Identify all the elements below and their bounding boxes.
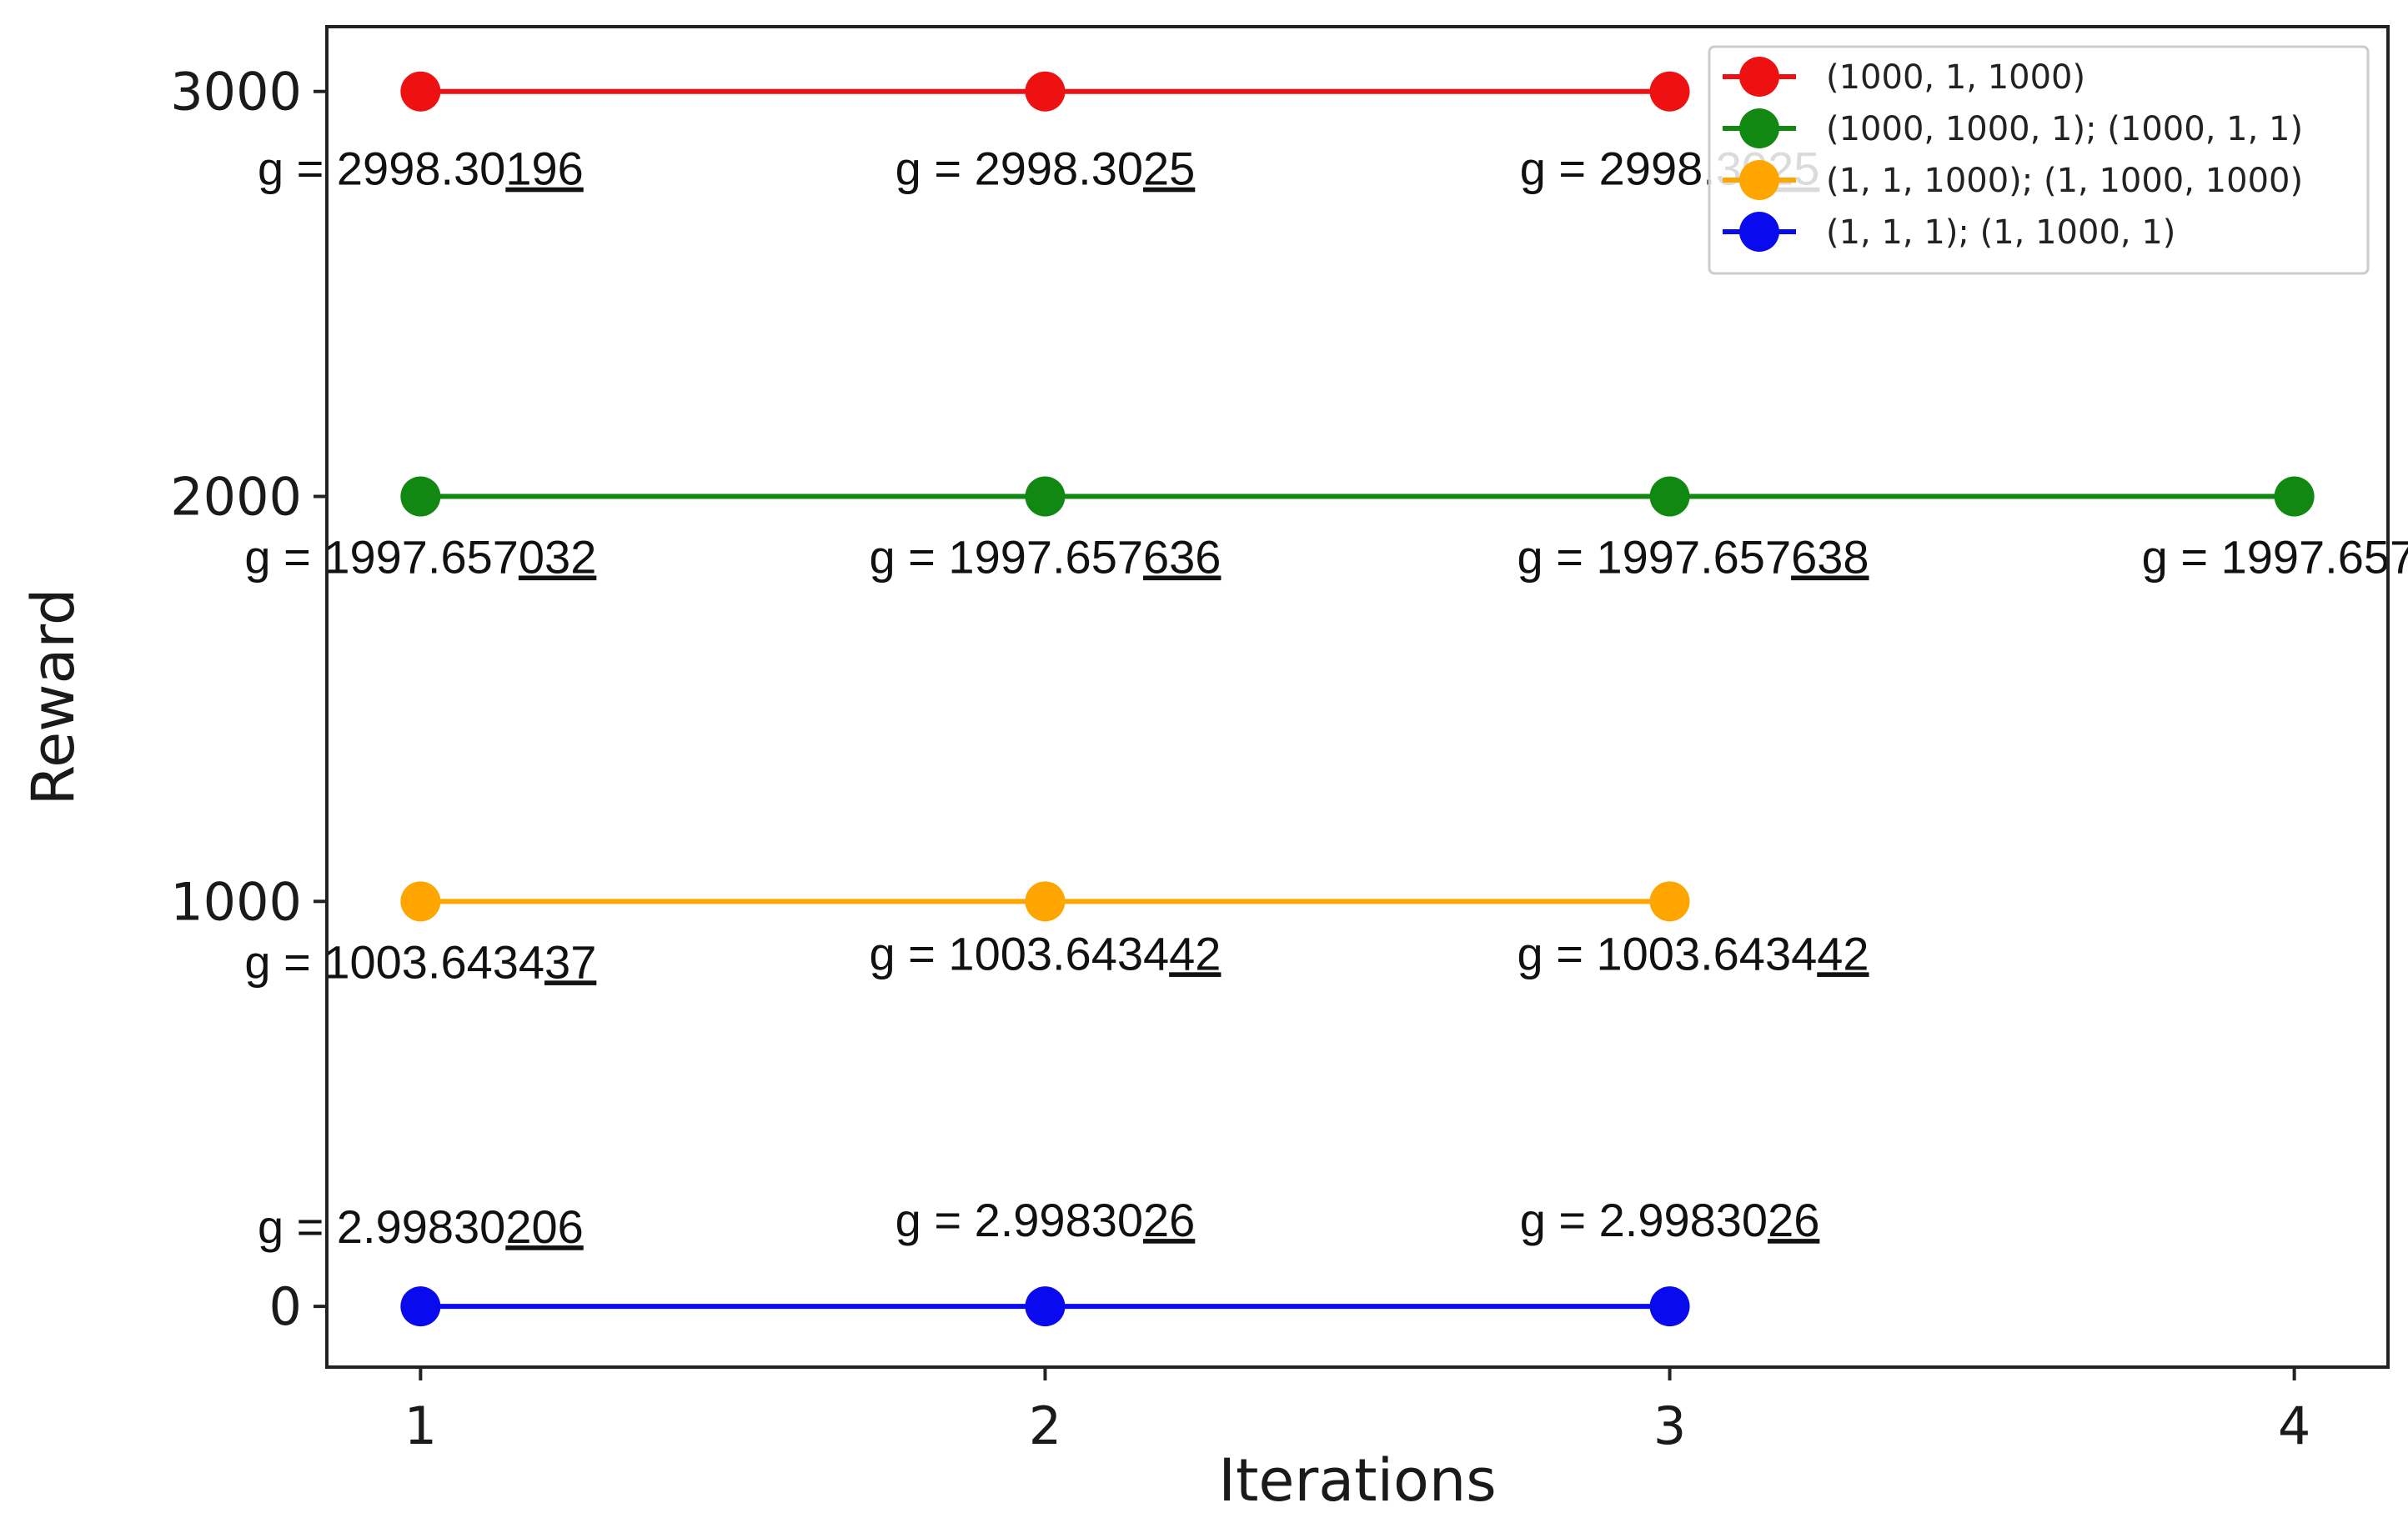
legend-label-3: (1, 1, 1); (1, 1000, 1) <box>1826 213 2175 252</box>
annotation-s2-p2: g = 1003.643442 <box>1518 927 1869 979</box>
data-point-s1-p0 <box>400 476 441 517</box>
data-point-s2-p1 <box>1025 881 1066 922</box>
data-point-s2-p2 <box>1649 881 1690 922</box>
legend-label-2: (1, 1, 1000); (1, 1000, 1000) <box>1826 162 2303 200</box>
data-point-s0-p1 <box>1025 71 1066 112</box>
annotation-s2-p1: g = 1003.643442 <box>869 927 1221 979</box>
legend-marker-1 <box>1739 108 1779 148</box>
y-tick-label-0: 0 <box>269 1276 302 1337</box>
x-tick-label-2: 3 <box>1653 1395 1686 1456</box>
data-point-s3-p0 <box>400 1286 441 1327</box>
y-tick-label-3: 3000 <box>170 62 302 123</box>
legend-label-1: (1000, 1000, 1); (1000, 1, 1) <box>1826 110 2303 148</box>
plot-frame <box>325 25 2390 1369</box>
data-point-s3-p2 <box>1649 1286 1690 1327</box>
annotation-s3-p2: g = 2.9983026 <box>1520 1194 1820 1246</box>
legend-marker-3 <box>1739 212 1779 252</box>
annotation-s3-p0: g = 2.99830206 <box>258 1200 584 1253</box>
y-axis-label: Reward <box>19 589 88 806</box>
x-axis-label: Iterations <box>1218 1446 1496 1515</box>
legend-marker-2 <box>1739 160 1779 200</box>
data-point-s0-p0 <box>400 71 441 112</box>
annotation-s0-p0: g = 2998.30196 <box>258 143 584 195</box>
data-point-s2-p0 <box>400 881 441 922</box>
legend-box <box>1708 45 2370 275</box>
data-point-s3-p1 <box>1025 1286 1066 1327</box>
legend-label-0: (1000, 1, 1000) <box>1826 58 2085 97</box>
annotation-s1-p0: g = 1997.657032 <box>244 531 596 584</box>
axes: 0 1000 2000 3000 1 2 3 4 <box>170 62 2310 1456</box>
data-point-s1-p3 <box>2274 476 2315 517</box>
legend: (1000, 1, 1000) (1000, 1000, 1); (1000, 1… <box>1708 45 2370 275</box>
legend-marker-0 <box>1739 57 1779 97</box>
annotation-s3-p1: g = 2.9983026 <box>895 1194 1196 1246</box>
x-tick-label-1: 2 <box>1029 1395 1061 1456</box>
data-point-s1-p1 <box>1025 476 1066 517</box>
data-point-s1-p2 <box>1649 476 1690 517</box>
annotation-s2-p0: g = 1003.643437 <box>244 935 596 988</box>
annotation-s1-p2: g = 1997.657638 <box>1518 531 1869 584</box>
x-tick-label-3: 4 <box>2278 1395 2310 1456</box>
data-point-s0-p2 <box>1649 71 1690 112</box>
y-tick-label-2: 2000 <box>170 467 302 528</box>
annotation-s1-p3: g = 1997.657638 <box>2142 531 2408 584</box>
y-tick-label-1: 1000 <box>170 871 302 932</box>
annotation-s1-p1: g = 1997.657636 <box>869 531 1221 584</box>
x-tick-label-0: 1 <box>404 1395 437 1456</box>
annotation-s0-p1: g = 2998.3025 <box>895 143 1196 195</box>
